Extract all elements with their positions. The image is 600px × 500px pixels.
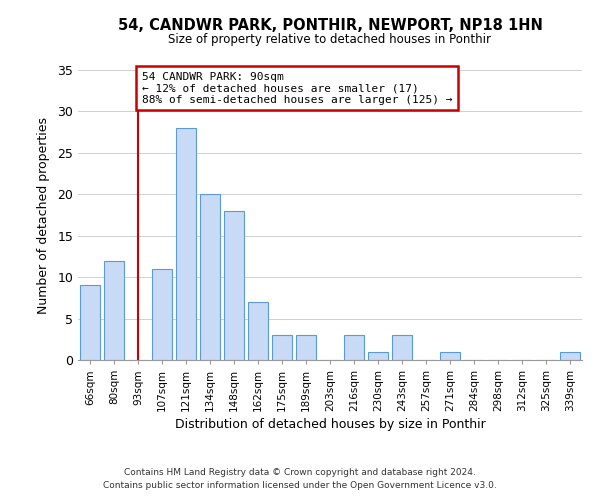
Text: Size of property relative to detached houses in Ponthir: Size of property relative to detached ho… xyxy=(169,32,491,46)
Text: 54, CANDWR PARK, PONTHIR, NEWPORT, NP18 1HN: 54, CANDWR PARK, PONTHIR, NEWPORT, NP18 … xyxy=(118,18,542,32)
X-axis label: Distribution of detached houses by size in Ponthir: Distribution of detached houses by size … xyxy=(175,418,485,431)
Bar xyxy=(344,335,364,360)
Bar xyxy=(248,302,268,360)
Bar xyxy=(368,352,388,360)
Text: Contains public sector information licensed under the Open Government Licence v3: Contains public sector information licen… xyxy=(103,482,497,490)
Text: 54 CANDWR PARK: 90sqm
← 12% of detached houses are smaller (17)
88% of semi-deta: 54 CANDWR PARK: 90sqm ← 12% of detached … xyxy=(142,72,452,105)
Bar xyxy=(80,286,100,360)
Y-axis label: Number of detached properties: Number of detached properties xyxy=(37,116,50,314)
Bar xyxy=(104,260,124,360)
Bar xyxy=(440,352,460,360)
Text: Contains HM Land Registry data © Crown copyright and database right 2024.: Contains HM Land Registry data © Crown c… xyxy=(124,468,476,477)
Bar xyxy=(392,335,412,360)
Bar xyxy=(176,128,196,360)
Bar xyxy=(296,335,316,360)
Bar xyxy=(200,194,220,360)
Bar xyxy=(272,335,292,360)
Bar xyxy=(152,269,172,360)
Bar xyxy=(560,352,580,360)
Bar xyxy=(224,211,244,360)
